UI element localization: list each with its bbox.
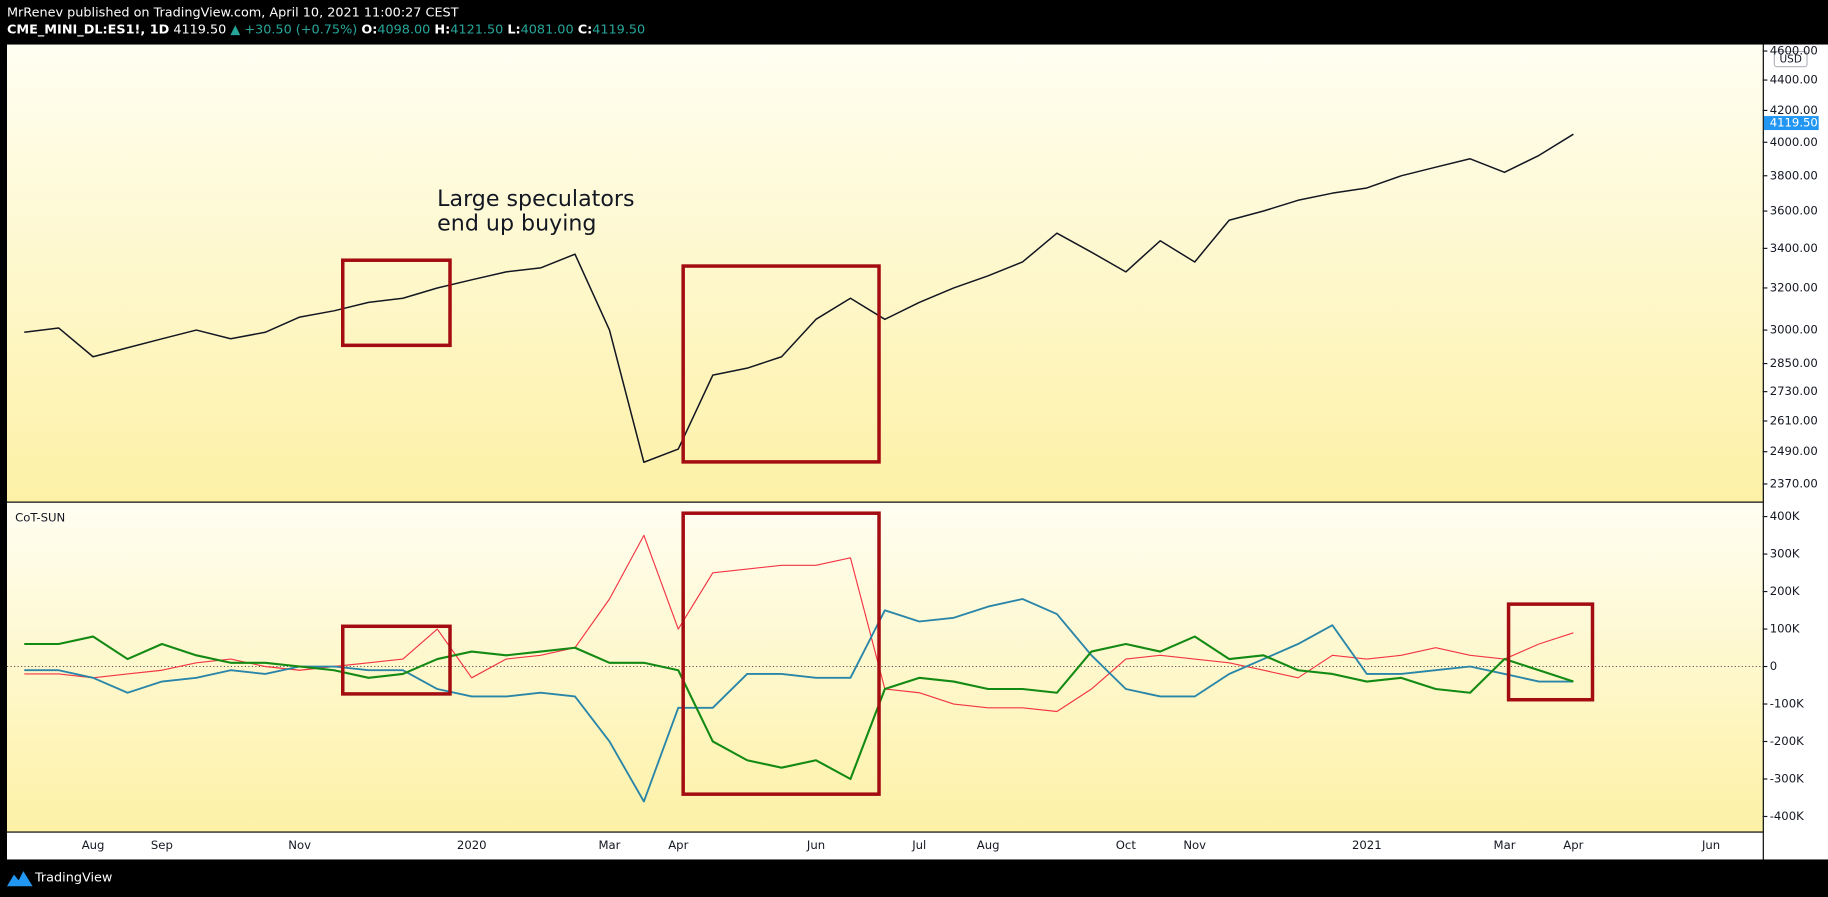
- x-tick-label: Apr: [668, 838, 688, 852]
- price-axis: [1763, 44, 1828, 860]
- close: 4119.50: [592, 22, 645, 37]
- x-tick-label: Nov: [1183, 838, 1206, 852]
- box: [341, 258, 452, 348]
- x-tick-label: Mar: [598, 838, 620, 852]
- x-tick-label: Jul: [911, 838, 926, 852]
- data-line: [24, 598, 1574, 803]
- y-tick-label: 100K: [1770, 622, 1800, 636]
- y-tick-label: 2490.00: [1770, 444, 1818, 458]
- logo: [6, 871, 33, 887]
- y-tick-label: 4400.00: [1770, 73, 1818, 87]
- data-line: [24, 635, 1574, 781]
- y-tick-label: -300K: [1770, 771, 1804, 785]
- o-label: O:: [361, 22, 377, 37]
- time-axis: [6, 832, 1763, 860]
- symbol-line: CME_MINI_DL:ES1!, 1D 4119.50 ▲ +30.50 (+…: [7, 22, 645, 37]
- y-tick-label: -100K: [1770, 697, 1804, 711]
- y-tick-label: 200K: [1770, 584, 1800, 598]
- last-price-label: 4119.50: [1770, 116, 1818, 130]
- x-tick-label: Mar: [1494, 838, 1516, 852]
- low: 4081.00: [521, 22, 574, 37]
- y-tick-label: 4600.00: [1770, 44, 1818, 58]
- box: [681, 511, 881, 796]
- currency: USD: [1779, 54, 1801, 66]
- last: 4119.50: [173, 22, 226, 37]
- x-tick-label: Aug: [82, 838, 105, 852]
- y-tick-label: 2850.00: [1770, 356, 1818, 370]
- y-tick-label: 3200.00: [1770, 280, 1818, 294]
- y-tick-label: 400K: [1770, 509, 1800, 523]
- y-tick-label: 3400.00: [1770, 241, 1818, 255]
- y-tick-label: -200K: [1770, 734, 1804, 748]
- y-tick-label: 2610.00: [1770, 413, 1818, 427]
- box: [341, 624, 452, 696]
- annotation-boxes: [341, 258, 1595, 796]
- price-pane: [6, 44, 1763, 502]
- x-tick-label: Sep: [151, 838, 173, 852]
- pane-title: CoT-SUN: [15, 510, 65, 524]
- x-tick-label: Nov: [288, 838, 311, 852]
- y-tick-label: 2370.00: [1770, 476, 1818, 490]
- annotation: end up buying: [437, 211, 596, 237]
- y-tick-label: 2730.00: [1770, 384, 1818, 398]
- byline: MrRenev published on TradingView.com, Ap…: [7, 6, 459, 21]
- l-label: L:: [507, 22, 520, 37]
- box: [1506, 602, 1595, 702]
- y-tick-label: -400K: [1770, 809, 1804, 823]
- high: 4121.50: [450, 22, 503, 37]
- last-price-badge: [1763, 116, 1819, 131]
- h-label: H:: [434, 22, 450, 37]
- x-tick-label: 2020: [457, 838, 487, 852]
- y-tick-label: 3000.00: [1770, 323, 1818, 337]
- data-line: [24, 133, 1574, 464]
- data-line: [24, 534, 1574, 713]
- x-tick-label: Jun: [1701, 838, 1720, 852]
- x-tick-label: Apr: [1563, 838, 1583, 852]
- y-tick-label: 300K: [1770, 547, 1800, 561]
- change: ▲ +30.50 (+0.75%): [230, 22, 357, 37]
- y-tick-label: 4000.00: [1770, 135, 1818, 149]
- y-tick-label: 3600.00: [1770, 204, 1818, 218]
- x-tick-label: Oct: [1116, 838, 1137, 852]
- footer: TradingView: [34, 871, 112, 886]
- open: 4098.00: [377, 22, 430, 37]
- y-tick-label: 4200.00: [1770, 103, 1818, 117]
- x-tick-label: 2021: [1352, 838, 1382, 852]
- symbol: CME_MINI_DL:ES1!, 1D: [7, 22, 169, 37]
- y-tick-label: 0: [1770, 659, 1777, 673]
- x-tick-label: Jun: [806, 838, 825, 852]
- annotation: Large speculators: [437, 186, 634, 212]
- box: [681, 264, 881, 464]
- y-tick-label: 3800.00: [1770, 168, 1818, 182]
- x-tick-label: Aug: [977, 838, 1000, 852]
- c-label: C:: [578, 22, 593, 37]
- currency-box: [1773, 50, 1808, 68]
